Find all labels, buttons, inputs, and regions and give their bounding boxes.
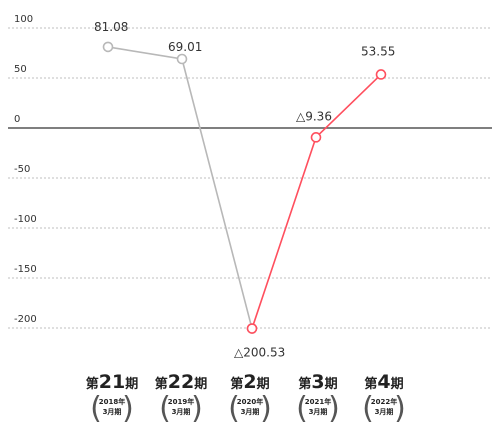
y-tick-label: -150: [14, 264, 37, 275]
data-label: 81.08: [94, 20, 128, 34]
period-number: 2: [243, 371, 256, 393]
period-prefix: 第: [86, 376, 99, 392]
right-paren: ): [122, 391, 134, 426]
gridlines: [8, 27, 492, 329]
right-paren: ): [328, 391, 340, 426]
data-labels: 81.08 69.01 △200.53 △9.36 53.55: [94, 20, 395, 360]
period-number: 3: [311, 371, 324, 393]
series-line: [107, 46, 253, 329]
period-suffix: 期: [325, 377, 338, 392]
left-paren: (: [228, 391, 240, 426]
month-label: 3月期: [241, 407, 260, 416]
month-label: 3月期: [172, 407, 191, 416]
left-paren: (: [362, 391, 374, 426]
period-label: 第2期: [230, 371, 269, 393]
period-label: 第4期: [364, 371, 403, 393]
data-label: 53.55: [361, 44, 395, 58]
period-label: 第22期: [155, 371, 207, 393]
data-point: [246, 323, 258, 334]
series-lines: [102, 41, 387, 334]
month-label: 3月期: [309, 407, 328, 416]
data-point: [176, 53, 188, 65]
period-number: 4: [377, 371, 390, 393]
y-tick-label: 0: [14, 114, 20, 125]
left-paren: (: [296, 391, 308, 426]
data-point: [102, 41, 114, 53]
period-suffix: 期: [125, 377, 138, 392]
data-label: △9.36: [296, 109, 332, 123]
right-paren: ): [394, 391, 406, 426]
left-paren: (: [90, 391, 102, 426]
left-paren: (: [159, 391, 171, 426]
period-number: 21: [99, 371, 125, 393]
data-label: 69.01: [168, 40, 202, 54]
y-axis-ticks: 100 50 0 -50 -100 -150 -200: [14, 14, 37, 325]
period-label: 第3期: [298, 371, 337, 393]
y-tick-label: -100: [14, 214, 37, 225]
y-tick-label: -200: [14, 314, 37, 325]
month-label: 3月期: [375, 407, 394, 416]
right-paren: ): [191, 391, 203, 426]
period-number: 22: [168, 371, 194, 393]
year-label: 2021年: [305, 397, 331, 406]
data-point: [310, 132, 322, 143]
period-prefix: 第: [155, 376, 168, 392]
period-suffix: 期: [391, 377, 404, 392]
data-point: [375, 69, 387, 80]
period-label: 第21期: [86, 371, 138, 393]
x-axis-categories: 第21期()2018年3月期第22期()2019年3月期第2期()2020年3月…: [86, 371, 406, 426]
month-label: 3月期: [103, 407, 122, 416]
y-tick-label: -50: [14, 164, 30, 175]
right-paren: ): [260, 391, 272, 426]
year-label: 2019年: [168, 397, 194, 406]
data-label: △200.53: [234, 346, 285, 360]
year-label: 2018年: [99, 397, 125, 406]
period-suffix: 期: [194, 377, 207, 392]
y-tick-label: 50: [14, 64, 27, 75]
period-prefix: 第: [230, 376, 243, 392]
y-tick-label: 100: [14, 14, 33, 25]
period-prefix: 第: [298, 376, 311, 392]
period-suffix: 期: [257, 377, 270, 392]
year-label: 2022年: [371, 397, 397, 406]
period-prefix: 第: [364, 376, 377, 392]
year-label: 2020年: [237, 397, 263, 406]
